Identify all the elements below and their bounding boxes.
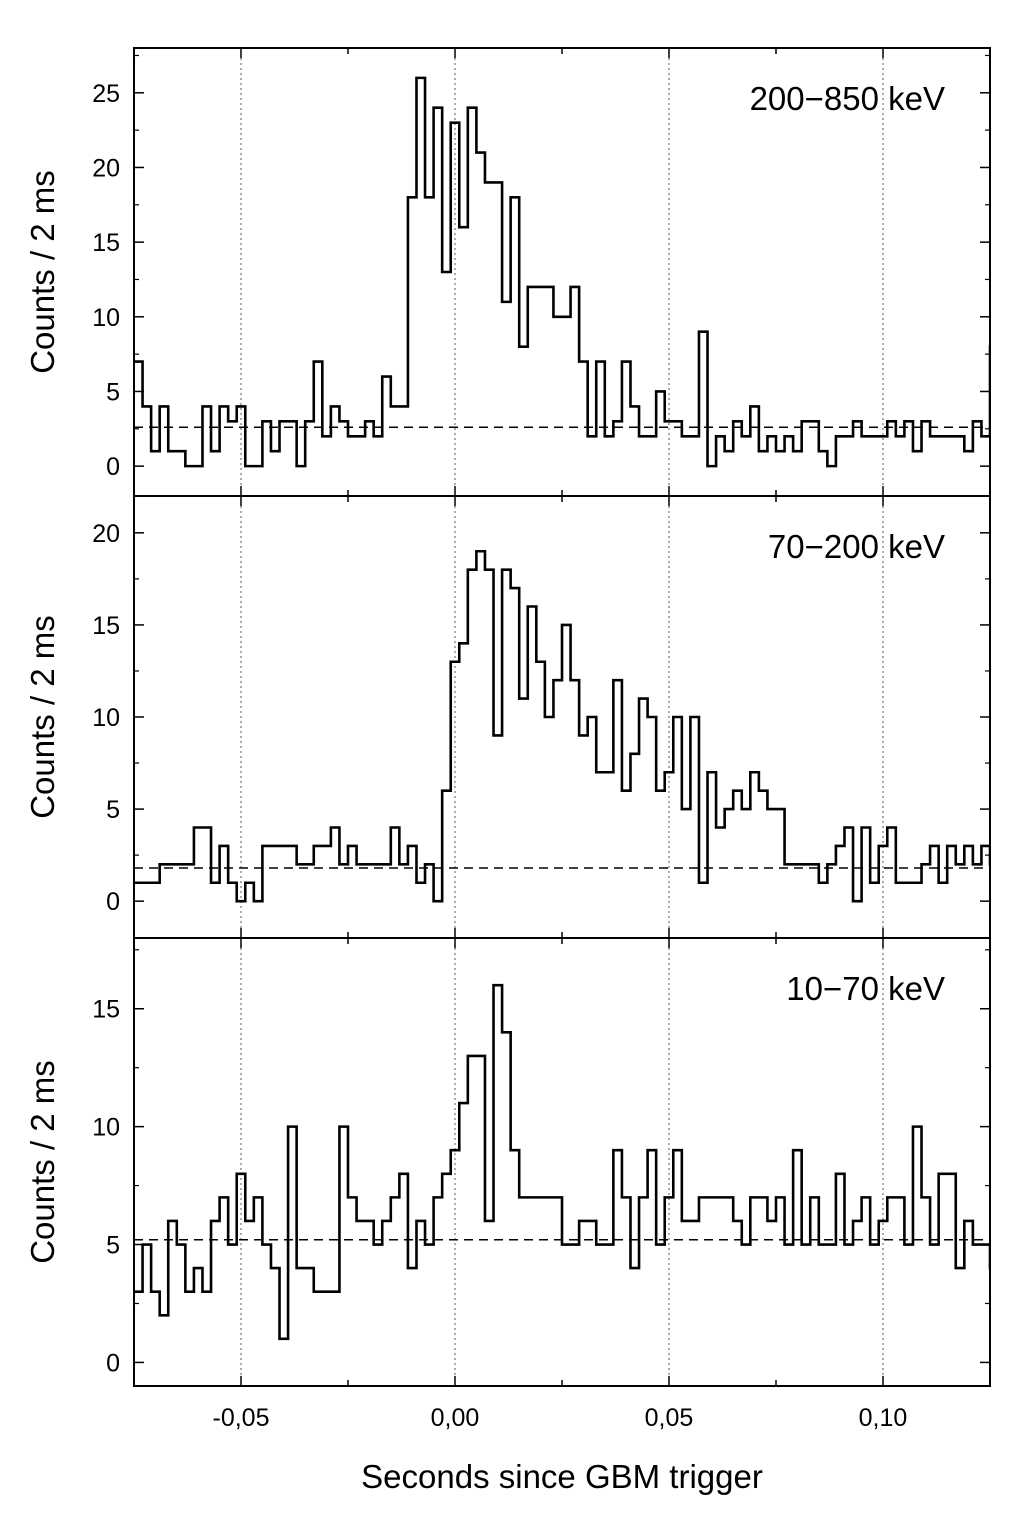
series-line xyxy=(134,549,990,903)
y-tick-label: 15 xyxy=(92,229,120,257)
y-axis-label: Counts / 2 ms xyxy=(24,170,61,374)
series-line xyxy=(134,983,990,1341)
x-tick-label: 0,00 xyxy=(431,1404,480,1432)
panel-3: 0 5 10 15 10−70 keV Counts / 2 ms xyxy=(24,937,991,1387)
y-tick-label: 5 xyxy=(106,378,120,406)
panel-energy-label: 70−200 keV xyxy=(768,528,945,565)
y-tick-label: 25 xyxy=(92,80,120,108)
panel-2: 0 5 10 15 20 70−200 keV Counts / 2 ms xyxy=(24,495,991,939)
y-tick-label: 15 xyxy=(92,612,120,640)
x-axis: -0,05 0,00 0,05 0,10 xyxy=(213,1404,908,1432)
y-tick-label: 10 xyxy=(92,304,120,332)
y-axis: 0 5 10 15 20 xyxy=(92,520,990,916)
y-tick-label: 10 xyxy=(92,704,120,732)
y-axis: 0 5 10 15 20 25 xyxy=(92,54,990,481)
x-axis-label: Seconds since GBM trigger xyxy=(361,1458,763,1495)
y-tick-label: 15 xyxy=(92,996,120,1024)
y-axis-label: Counts / 2 ms xyxy=(24,1060,61,1264)
y-tick-label: 20 xyxy=(92,154,120,182)
panel-energy-label: 10−70 keV xyxy=(786,970,945,1007)
panels: 0 5 10 15 20 25 200−850 keV Counts / 2 ms 0 5 10 15… xyxy=(24,47,991,1387)
series-line xyxy=(134,76,990,468)
y-tick-label: 0 xyxy=(106,1349,120,1377)
panel-energy-label: 200−850 keV xyxy=(750,80,945,117)
y-axis: 0 5 10 15 xyxy=(92,949,990,1377)
y-tick-label: 0 xyxy=(106,453,120,481)
panel-1: 0 5 10 15 20 25 200−850 keV Counts / 2 ms xyxy=(24,47,991,497)
y-tick-label: 20 xyxy=(92,520,120,548)
y-tick-label: 10 xyxy=(92,1114,120,1142)
x-tick-label: 0,10 xyxy=(859,1404,908,1432)
y-tick-label: 5 xyxy=(106,1232,120,1260)
y-axis-label: Counts / 2 ms xyxy=(24,615,61,819)
y-tick-label: 0 xyxy=(106,888,120,916)
x-tick-label: 0,05 xyxy=(645,1404,694,1432)
y-tick-label: 5 xyxy=(106,796,120,824)
x-tick-label: -0,05 xyxy=(213,1404,270,1432)
